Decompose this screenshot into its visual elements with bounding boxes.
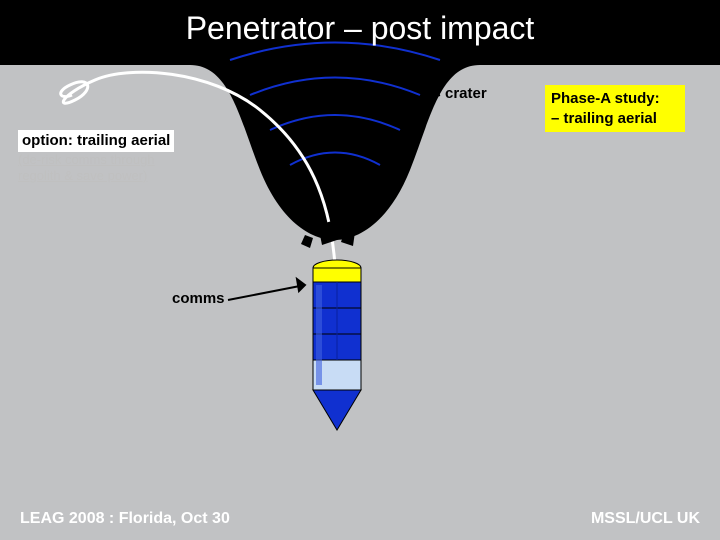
signal-arc	[250, 78, 420, 96]
diagram	[0, 0, 720, 540]
crater-arrow	[378, 95, 440, 114]
option-sub-2: regolith & save power)	[18, 168, 147, 184]
crater-label: crater	[445, 85, 487, 102]
page-title: Penetrator – post impact	[0, 10, 720, 47]
footer-right: MSSL/UCL UK	[591, 510, 700, 528]
option-sub-1: (de-risk comms through	[18, 152, 155, 168]
signal-arc	[270, 115, 400, 130]
comms-label: comms	[172, 290, 225, 307]
option-label: option: trailing aerial	[18, 130, 174, 152]
phase-line1: Phase-A study:	[551, 90, 660, 107]
phase-study-box: Phase-A study: – trailing aerial	[545, 85, 685, 132]
phase-line2: – trailing aerial	[551, 110, 657, 127]
footer-left: LEAG 2008 : Florida, Oct 30	[20, 510, 230, 528]
